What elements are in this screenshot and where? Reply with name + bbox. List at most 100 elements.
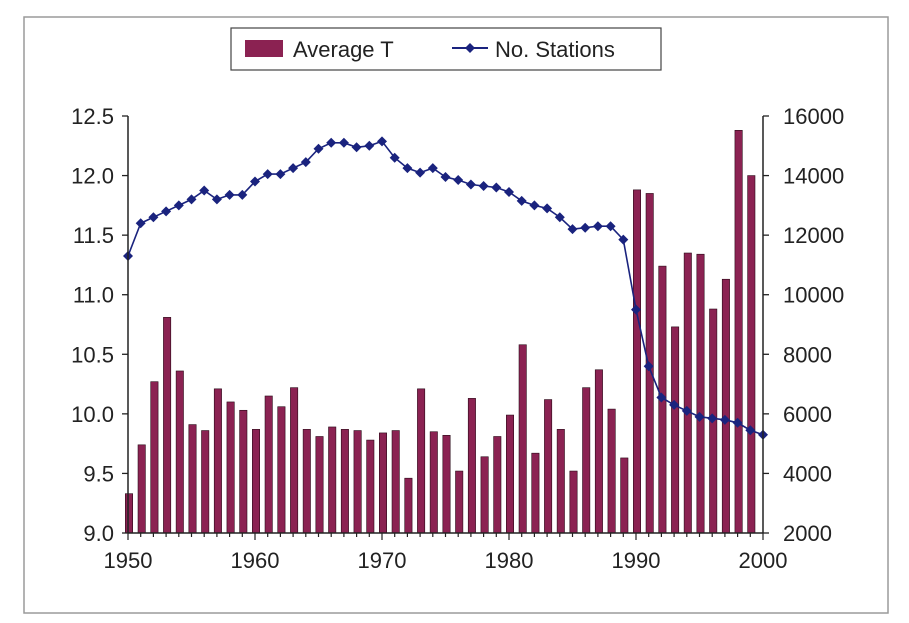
point-no-stations-1964	[300, 157, 311, 168]
point-no-stations-1969	[364, 140, 375, 151]
bar-average-t-1971	[391, 430, 400, 534]
bar-average-t-1963	[290, 387, 299, 534]
point-no-stations-1983	[542, 203, 553, 214]
right-tick-label: 2000	[783, 521, 832, 546]
point-no-stations-1987	[592, 221, 603, 232]
point-no-stations-1978	[478, 180, 489, 191]
right-tick-label: 10000	[783, 283, 844, 308]
point-no-stations-1974	[427, 163, 438, 174]
legend-label-average-t: Average T	[293, 37, 394, 62]
x-tick-label: 1960	[231, 548, 280, 573]
bar-average-t-1960	[252, 429, 260, 534]
bar-average-t-1954	[175, 370, 184, 534]
point-no-stations-1997	[719, 414, 730, 425]
x-tick-label: 2000	[739, 548, 788, 573]
point-no-stations-1954	[173, 200, 184, 211]
bar-average-t-1950	[125, 493, 133, 534]
bar-average-t-1959	[239, 409, 248, 534]
point-no-stations-1995	[694, 411, 705, 422]
bar-average-t-1953	[163, 317, 172, 534]
bar-average-t-1999	[747, 175, 756, 534]
bar-average-t-1979	[493, 436, 502, 534]
point-no-stations-1996	[707, 413, 718, 424]
point-no-stations-1988	[605, 221, 616, 232]
bar-average-t-1988	[607, 408, 616, 534]
x-tick-label: 1990	[612, 548, 661, 573]
point-no-stations-1985	[567, 224, 578, 235]
legend-label-no-stations: No. Stations	[495, 37, 615, 62]
point-no-stations-1959	[237, 189, 248, 200]
point-no-stations-1973	[415, 167, 426, 178]
point-no-stations-1956	[199, 185, 210, 196]
point-no-stations-1992	[656, 392, 667, 403]
bar-average-t-1951	[137, 444, 146, 534]
left-tick-label: 10.5	[71, 342, 114, 367]
bar-average-t-1976	[455, 470, 464, 534]
line-layer	[123, 136, 768, 440]
point-no-stations-1952	[148, 212, 159, 223]
point-no-stations-1975	[440, 172, 451, 183]
bar-average-t-1980	[506, 414, 514, 534]
point-no-stations-1962	[275, 169, 286, 180]
bar-average-t-1981	[518, 344, 527, 534]
bar-average-t-1957	[213, 388, 222, 534]
bar-average-t-1983	[544, 399, 553, 534]
bar-average-t-1998	[734, 130, 743, 534]
point-no-stations-1990	[631, 304, 641, 315]
bar-average-t-1961	[264, 395, 273, 534]
point-no-stations-1994	[681, 405, 692, 416]
point-no-stations-1982	[529, 200, 540, 211]
bar-average-t-1990	[633, 189, 641, 534]
legend-swatch-average-t	[245, 40, 283, 57]
bar-average-t-1952	[150, 381, 159, 534]
point-no-stations-1957	[211, 194, 222, 205]
bar-average-t-1987	[594, 369, 603, 534]
bar-average-t-1969	[366, 439, 375, 534]
point-no-stations-1968	[351, 142, 362, 153]
point-no-stations-1970	[377, 136, 387, 147]
x-tick-label: 1970	[358, 548, 407, 573]
legend: Average T No. Stations	[230, 27, 662, 71]
bar-average-t-1978	[480, 456, 489, 534]
point-no-stations-1993	[669, 399, 680, 410]
point-no-stations-1951	[135, 218, 146, 229]
point-no-stations-1972	[402, 163, 413, 174]
point-no-stations-1979	[491, 182, 502, 193]
left-tick-label: 11.0	[73, 283, 114, 308]
bar-average-t-1966	[328, 426, 337, 534]
bar-average-t-1997	[721, 278, 730, 534]
bar-average-t-1984	[556, 429, 565, 534]
bar-average-t-1964	[302, 429, 311, 534]
bar-average-t-1986	[582, 387, 591, 534]
bar-average-t-1975	[442, 434, 451, 534]
bar-average-t-1967	[340, 429, 349, 534]
point-no-stations-1953	[161, 206, 172, 217]
bar-average-t-1995	[696, 253, 705, 534]
bar-average-t-1968	[353, 430, 362, 534]
point-no-stations-1984	[554, 212, 565, 223]
legend-box	[230, 27, 662, 71]
bar-average-t-1965	[315, 436, 324, 534]
bar-average-t-1977	[467, 398, 476, 534]
point-no-stations-1963	[288, 163, 299, 174]
left-tick-label: 9.5	[83, 461, 114, 486]
point-no-stations-1980	[504, 186, 514, 197]
bar-average-t-1974	[429, 431, 438, 534]
left-tick-label: 9.0	[83, 521, 114, 546]
bar-average-t-1985	[569, 470, 578, 534]
point-no-stations-1981	[516, 195, 527, 206]
bar-average-t-1958	[226, 401, 235, 534]
right-axis-ticks: 16000 14000 12000 10000 8000 6000 4000 2000	[763, 104, 844, 546]
left-tick-label: 12.0	[71, 164, 114, 189]
point-no-stations-1955	[186, 194, 197, 205]
point-no-stations-1958	[224, 189, 235, 200]
point-no-stations-1966	[326, 137, 337, 148]
point-no-stations-1961	[262, 169, 273, 180]
point-no-stations-1960	[250, 176, 260, 187]
bar-average-t-1973	[417, 388, 426, 534]
x-tick-label: 1950	[104, 548, 153, 573]
left-tick-label: 12.5	[71, 104, 114, 129]
left-axis-ticks: 12.5 12.0 11.5 11.0 10.5 10.0 9.5 9.0	[71, 104, 128, 546]
bar-average-t-1970	[379, 432, 387, 534]
